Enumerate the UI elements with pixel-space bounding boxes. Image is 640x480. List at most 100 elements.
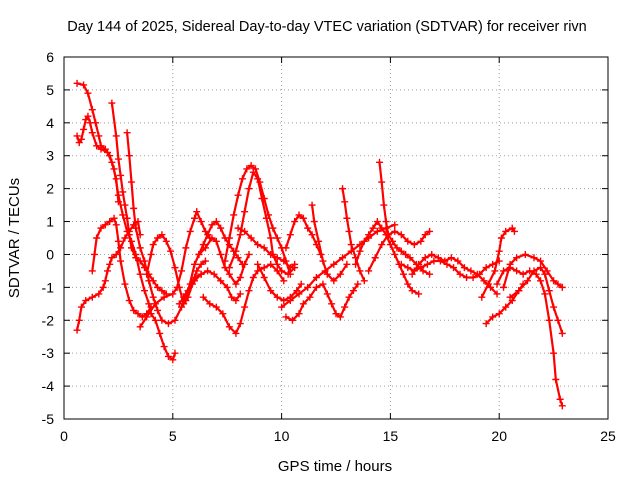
data-point [88,293,96,301]
data-point [219,310,227,318]
data-point [267,287,275,295]
data-point [93,234,101,242]
data-point [125,152,133,160]
data-point [510,227,518,235]
data-point [171,264,179,272]
data-point [182,297,190,305]
data-point [410,241,418,249]
data-point [158,287,166,295]
series-track-3 [73,112,122,206]
data-point [558,283,566,291]
data-point [125,297,133,305]
series-track-12 [199,260,288,337]
data-point [117,171,125,179]
data-point [380,201,388,209]
data-point [373,227,381,235]
data-point [212,218,220,226]
y-tick-label: -2 [42,312,55,328]
data-point [84,89,92,97]
data-point [86,119,94,127]
data-point [182,244,190,252]
series-track-21 [339,185,368,285]
data-point [156,329,164,337]
series-trace [509,266,564,335]
data-point [158,316,166,324]
data-point [456,270,464,278]
y-tick-label: 1 [46,214,54,230]
data-point [389,237,397,245]
data-point [480,277,488,285]
data-point [210,270,218,278]
data-point [112,132,120,140]
data-point [232,297,240,305]
data-point [90,250,98,258]
x-tick-label: 20 [491,428,507,444]
data-point [291,260,299,268]
data-point [95,290,103,298]
data-point [241,227,249,235]
data-point [238,175,246,183]
y-tick-label: -4 [42,378,55,394]
data-point [469,273,477,281]
data-point [175,300,183,308]
x-tick-label: 25 [600,428,616,444]
data-point [245,185,253,193]
data-point [260,273,268,281]
data-point [415,260,423,268]
data-point [545,287,553,295]
data-point [291,218,299,226]
y-tick-label: 5 [46,82,54,98]
data-point [493,280,501,288]
data-point [121,280,129,288]
data-point [93,142,101,150]
data-point [223,283,231,291]
data-point [530,267,538,275]
data-point [114,237,122,245]
series-trace [237,227,296,269]
data-point [502,227,510,235]
data-point [225,234,233,242]
data-point [397,231,405,239]
data-point [345,227,353,235]
data-point [299,300,307,308]
data-point [225,323,233,331]
data-point [232,329,240,337]
series-track-26 [408,250,501,298]
data-point [154,306,162,314]
data-point [199,241,207,249]
data-point [260,244,268,252]
data-point [426,227,434,235]
data-point [450,264,458,272]
data-point [408,287,416,295]
data-point [236,273,244,281]
data-point [75,316,83,324]
data-point [336,313,344,321]
data-point [160,343,168,351]
data-point [141,287,149,295]
data-point [195,250,203,258]
data-point [108,254,116,262]
data-point [365,267,373,275]
data-point [319,280,327,288]
data-point [310,218,318,226]
data-point [88,129,96,137]
data-point [341,303,349,311]
data-point [280,297,288,305]
data-point [234,191,242,199]
data-point [345,293,353,301]
data-point [554,280,562,288]
data-point [267,260,275,268]
data-point [365,231,373,239]
data-point [236,320,244,328]
series-trace [139,210,211,328]
data-point [397,260,405,268]
data-point [378,178,386,186]
data-point [217,277,225,285]
data-point [112,250,120,258]
data-point [286,231,294,239]
data-point [278,267,286,275]
data-point [267,234,275,242]
data-point [426,270,434,278]
data-point [151,300,159,308]
data-point [136,270,144,278]
